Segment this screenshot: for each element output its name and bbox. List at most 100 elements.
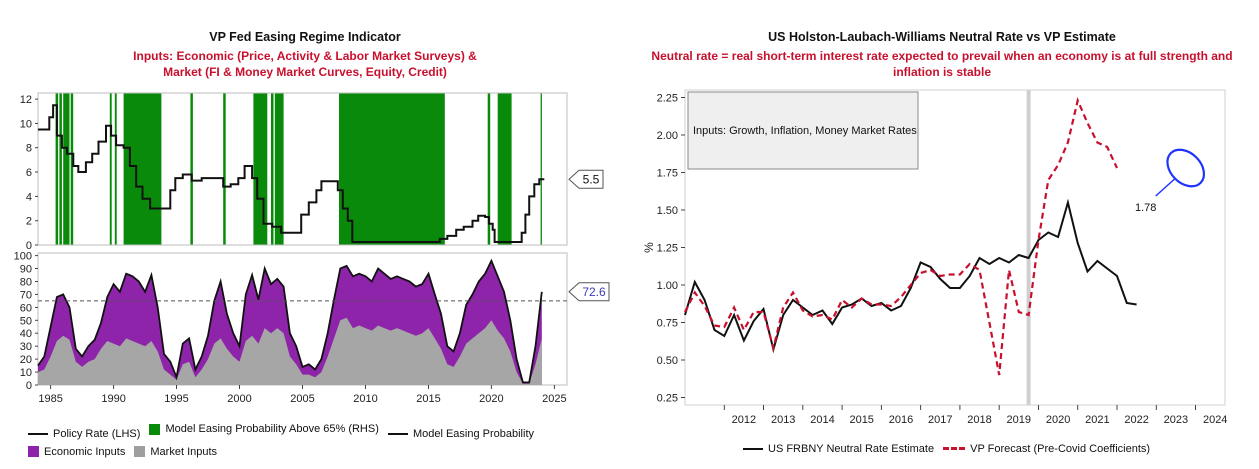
top-y-tick-label-0: 0 xyxy=(26,240,32,252)
right-y-tick-label-5: 1.50 xyxy=(657,205,678,217)
right-x-tick-label-11: 2023 xyxy=(1164,414,1188,426)
easing-period-bar-15 xyxy=(540,93,542,245)
right-chart-legend: US FRBNY Neutral Rate Estimate VP Foreca… xyxy=(743,438,1156,458)
top-y-tick-label-3: 6 xyxy=(26,167,32,179)
legend-policy-rate-label: Policy Rate (LHS) xyxy=(53,427,141,440)
top-y-tick-label-6: 12 xyxy=(20,94,32,106)
covid-marker-band xyxy=(1026,90,1031,405)
legend-frbny-estimate: US FRBNY Neutral Rate Estimate xyxy=(743,440,934,458)
left-chart-title: VP Fed Easing Regime Indicator xyxy=(209,30,401,44)
legend-policy-rate-swatch xyxy=(28,432,48,435)
top-y-tick-label-2: 4 xyxy=(26,191,32,203)
bottom-y-tick-label-3: 30 xyxy=(20,341,32,353)
right-x-tick-label-8: 2020 xyxy=(1046,414,1070,426)
legend-frbny-estimate-label: US FRBNY Neutral Rate Estimate xyxy=(768,443,935,455)
easing-period-bar-14 xyxy=(497,93,512,245)
policy-rate-callout-label: 5.5 xyxy=(583,172,600,186)
easing-period-bar-6 xyxy=(123,93,162,245)
x-tick-label-5: 2010 xyxy=(353,393,377,405)
legend-economic-inputs-swatch xyxy=(28,446,39,457)
bottom-y-tick-label-4: 40 xyxy=(20,328,32,340)
easing-period-bar-13 xyxy=(487,93,491,245)
right-x-tick-label-1: 2013 xyxy=(771,414,795,426)
legend-vp-forecast-swatch xyxy=(943,447,966,450)
legend-easing-probability-swatch xyxy=(387,432,408,435)
bottom-y-tick-label-1: 10 xyxy=(20,367,32,379)
right-x-tick-label-0: 2012 xyxy=(732,414,756,426)
x-tick-label-8: 2025 xyxy=(542,393,566,405)
easing-period-bar-12 xyxy=(339,93,445,245)
easing-period-bar-10 xyxy=(271,93,274,245)
legend-easing-above-65: Model Easing Probability Above 65% (RHS) xyxy=(149,420,379,438)
bottom-y-tick-label-0: 0 xyxy=(26,380,32,392)
left-chart-legend: Policy Rate (LHS) Model Easing Probabili… xyxy=(28,420,608,463)
x-tick-label-1: 1990 xyxy=(101,393,125,405)
annotation-box xyxy=(687,91,919,170)
policy-rate-callout: 5.5 xyxy=(568,169,604,189)
easing-probability-callout: 72.6 xyxy=(568,282,610,302)
right-y-tick-label-2: 0.75 xyxy=(657,318,678,330)
right-y-axis-label: % xyxy=(642,242,656,253)
callout-leader-line xyxy=(1155,177,1177,197)
right-y-tick-label-8: 2.25 xyxy=(657,93,678,105)
x-tick-label-4: 2005 xyxy=(290,393,314,405)
easing-period-bar-0 xyxy=(55,93,59,245)
policy-rate-callout-box xyxy=(568,169,604,189)
legend-market-inputs-label: Market Inputs xyxy=(150,445,218,458)
easing-probability-callout-label: 72.6 xyxy=(582,285,606,299)
legend-vp-forecast: VP Forecast (Pre-Covid Coefficients) xyxy=(943,440,1150,458)
legend-vp-forecast-label: VP Forecast (Pre-Covid Coefficients) xyxy=(970,442,1151,455)
x-tick-label-2: 1995 xyxy=(164,393,188,405)
right-x-tick-label-3: 2015 xyxy=(849,414,873,426)
easing-period-bar-2 xyxy=(63,93,70,245)
policy-rate-line xyxy=(38,104,545,243)
top-panel-frame xyxy=(37,92,568,246)
easing-period-bar-5 xyxy=(114,93,117,245)
bottom-y-tick-label-6: 60 xyxy=(20,302,32,314)
easing-period-bar-11 xyxy=(274,93,284,245)
right-x-tick-label-10: 2022 xyxy=(1124,414,1148,426)
legend-policy-rate: Policy Rate (LHS) xyxy=(28,425,140,443)
bottom-y-tick-label-7: 70 xyxy=(20,289,32,301)
easing-probability-callout-box xyxy=(568,282,610,302)
right-y-tick-label-7: 2.00 xyxy=(657,130,678,142)
left-chart-subtitle-line-2: Market (FI & Money Market Curves, Equity… xyxy=(163,65,447,79)
callout-label: 1.78 xyxy=(1135,202,1156,214)
right-x-tick-label-5: 2017 xyxy=(928,414,952,426)
x-tick-label-6: 2015 xyxy=(416,393,440,405)
top-y-tick-label-4: 8 xyxy=(26,143,32,155)
right-x-tick-label-4: 2016 xyxy=(889,414,913,426)
right-x-tick-label-12: 2024 xyxy=(1203,414,1227,426)
bottom-y-tick-label-2: 20 xyxy=(20,354,32,366)
legend-economic-inputs-label: Economic Inputs xyxy=(44,445,126,458)
easing-period-bar-4 xyxy=(109,93,112,245)
right-y-tick-label-4: 1.25 xyxy=(657,243,678,255)
legend-easing-probability: Model Easing Probability xyxy=(387,425,535,443)
easing-regime-chart-svg: 0246810125.5010203040506070809010072.619… xyxy=(14,92,610,405)
easing-probability-line xyxy=(37,258,543,384)
right-y-tick-label-3: 1.00 xyxy=(657,280,678,292)
annotation-box-text: Inputs: Growth, Inflation, Money Market … xyxy=(693,125,917,137)
bottom-y-tick-label-8: 80 xyxy=(20,277,32,289)
legend-easing-above-65-label: Model Easing Probability Above 65% (RHS) xyxy=(165,423,379,435)
right-chart-subtitle-line-2: inflation is stable xyxy=(892,65,991,79)
legend-frbny-estimate-swatch xyxy=(743,448,763,450)
x-tick-label-0: 1985 xyxy=(38,393,62,405)
easing-period-bar-7 xyxy=(190,93,193,245)
easing-period-bar-1 xyxy=(59,93,62,245)
neutral-rate-chart-svg: 0.25 0.50 0.75 1.00 1.25 1.50 1.75 2.00 2.25% 201… xyxy=(642,89,1227,426)
legend-market-inputs-swatch xyxy=(134,446,146,457)
top-y-tick-label-1: 2 xyxy=(26,216,32,228)
right-chart-subtitle-line-1: Neutral rate = real short-term interest … xyxy=(651,49,1233,63)
right-chart-title: US Holston-Laubach-Williams Neutral Rate… xyxy=(768,30,1116,44)
neutral-rate-chart-panel: US Holston-Laubach-Williams Neutral Rate… xyxy=(625,0,1259,469)
right-x-tick-label-6: 2018 xyxy=(967,414,991,426)
frbny-neutral-rate-line xyxy=(684,198,1137,354)
legend-market-inputs: Market Inputs xyxy=(134,443,217,461)
legend-easing-above-65-swatch xyxy=(149,423,161,435)
x-tick-label-3: 2000 xyxy=(227,393,251,405)
right-y-tick-label-0: 0.25 xyxy=(657,393,678,405)
legend-economic-inputs: Economic Inputs xyxy=(28,443,125,461)
legend-easing-probability-label: Model Easing Probability xyxy=(412,427,535,440)
right-y-tick-label-6: 1.75 xyxy=(657,168,678,180)
